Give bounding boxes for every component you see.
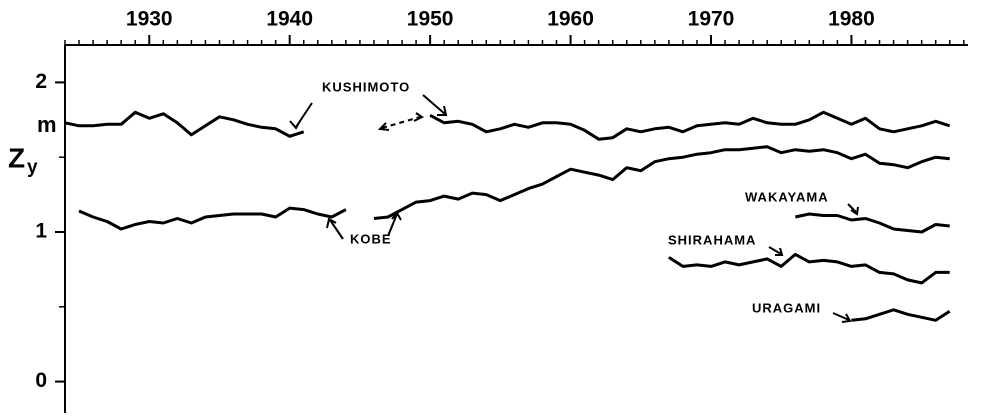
y-tick-label: 1 [35,220,47,243]
label-arrow [289,102,313,130]
series-label: KOBE [350,231,392,246]
x-tick-label: 1940 [266,8,313,31]
series-label: SHIRAHAMA [668,232,756,247]
label-arrow [832,312,852,323]
x-tick-label: 1930 [126,8,173,31]
gap-arrow-head [377,122,390,131]
series-line [668,252,950,285]
x-tick-label: 1960 [547,8,594,31]
gap-arrow [381,116,421,129]
series-label: URAGAMI [752,300,821,315]
series-label: KUSHIMOTO [322,79,410,94]
label-arrow [847,203,859,216]
x-tick-label: 1980 [828,8,875,31]
label-arrow [387,211,402,237]
label-arrow [768,246,784,256]
y-axis-unit: m [37,112,57,137]
series-line [794,212,950,234]
series-label: WAKAYAMA [745,189,829,204]
label-arrow [326,217,344,240]
series-line [78,145,950,231]
y-tick-label: 2 [35,70,47,93]
series-line [64,110,951,141]
x-tick-label: 1950 [407,8,454,31]
x-tick-label: 1970 [688,8,735,31]
series-line [851,308,951,322]
gap-arrow-head [413,112,424,122]
label-arrow [422,94,448,116]
y-axis-label-subscript: y [27,157,38,178]
y-tick-label: 0 [35,369,47,392]
y-axis-label: Z [8,142,25,173]
